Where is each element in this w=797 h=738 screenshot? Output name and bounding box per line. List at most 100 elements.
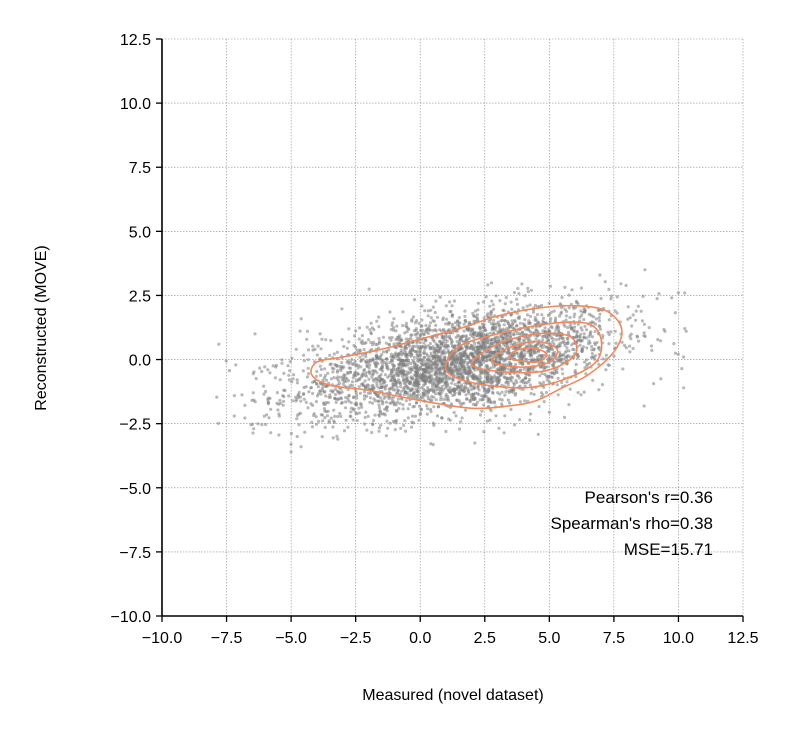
scatter-point bbox=[370, 348, 374, 352]
scatter-point bbox=[420, 368, 424, 372]
scatter-point bbox=[298, 411, 303, 415]
scatter-point bbox=[624, 283, 628, 288]
scatter-point bbox=[559, 310, 564, 314]
scatter-point bbox=[582, 317, 586, 322]
scatter-point bbox=[514, 345, 518, 350]
scatter-point bbox=[290, 380, 294, 384]
scatter-points bbox=[215, 268, 688, 454]
scatter-point bbox=[387, 336, 392, 340]
scatter-point bbox=[566, 330, 571, 334]
scatter-point bbox=[620, 340, 624, 344]
scatter-point bbox=[534, 328, 538, 332]
scatter-point bbox=[433, 328, 437, 332]
scatter-point bbox=[322, 402, 326, 406]
scatter-point bbox=[490, 380, 494, 384]
scatter-point bbox=[354, 329, 358, 333]
scatter-point bbox=[334, 397, 338, 401]
scatter-point bbox=[319, 392, 323, 396]
scatter-point bbox=[217, 342, 221, 346]
scatter-point bbox=[647, 326, 651, 330]
scatter-point bbox=[295, 378, 299, 382]
scatter-point bbox=[609, 330, 613, 334]
scatter-point bbox=[379, 366, 384, 370]
scatter-point bbox=[365, 362, 369, 366]
scatter-point bbox=[393, 356, 397, 360]
scatter-point bbox=[330, 366, 334, 370]
scatter-point bbox=[316, 392, 320, 396]
scatter-point bbox=[607, 342, 611, 346]
scatter-point bbox=[407, 337, 411, 341]
scatter-point bbox=[375, 381, 379, 385]
scatter-point bbox=[456, 368, 460, 372]
scatter-point bbox=[478, 379, 482, 383]
scatter-point bbox=[365, 325, 369, 329]
scatter-point bbox=[504, 295, 508, 300]
scatter-point bbox=[344, 400, 348, 404]
scatter-point bbox=[478, 398, 482, 402]
scatter-point bbox=[362, 369, 366, 373]
scatter-point bbox=[434, 392, 438, 396]
scatter-point bbox=[335, 434, 339, 438]
scatter-point bbox=[422, 332, 426, 336]
scatter-point bbox=[423, 346, 427, 350]
scatter-point bbox=[440, 389, 444, 393]
scatter-point bbox=[280, 358, 284, 362]
scatter-point bbox=[324, 394, 328, 398]
scatter-point bbox=[403, 331, 407, 335]
scatter-point bbox=[626, 305, 630, 309]
scatter-point bbox=[375, 371, 379, 375]
scatter-point bbox=[473, 397, 477, 401]
scatter-point bbox=[266, 400, 270, 404]
scatter-point bbox=[364, 355, 368, 359]
scatter-point bbox=[497, 426, 501, 430]
scatter-point bbox=[462, 329, 466, 333]
scatter-point bbox=[509, 407, 513, 412]
scatter-point bbox=[309, 402, 313, 406]
scatter-point bbox=[520, 379, 525, 383]
scatter-point bbox=[385, 409, 389, 413]
scatter-point bbox=[597, 345, 601, 349]
scatter-point bbox=[391, 385, 395, 389]
scatter-point bbox=[649, 344, 654, 348]
scatter-point bbox=[597, 362, 601, 366]
scatter-point bbox=[314, 415, 318, 419]
scatter-point bbox=[438, 295, 442, 299]
scatter-point bbox=[670, 296, 674, 300]
scatter-point bbox=[429, 442, 433, 446]
scatter-point bbox=[224, 359, 228, 363]
y-tick-label: 12.5 bbox=[120, 32, 151, 49]
scatter-point bbox=[215, 395, 219, 399]
scatter-point bbox=[456, 372, 460, 376]
scatter-point bbox=[466, 387, 470, 391]
scatter-point bbox=[430, 394, 434, 399]
scatter-point bbox=[309, 386, 313, 390]
scatter-point bbox=[433, 369, 437, 374]
scatter-point bbox=[441, 316, 445, 320]
scatter-point bbox=[492, 318, 496, 323]
scatter-point bbox=[386, 375, 390, 379]
scatter-point bbox=[505, 341, 509, 345]
scatter-point bbox=[366, 383, 371, 387]
scatter-point bbox=[463, 314, 467, 318]
scatter-point bbox=[409, 395, 413, 399]
scatter-point bbox=[358, 391, 362, 395]
scatter-point bbox=[282, 371, 286, 375]
scatter-point bbox=[417, 367, 421, 371]
scatter-point bbox=[263, 365, 267, 369]
scatter-point bbox=[473, 330, 477, 334]
scatter-point bbox=[517, 376, 521, 380]
scatter-point bbox=[359, 359, 363, 363]
scatter-point bbox=[521, 322, 525, 326]
scatter-point bbox=[558, 354, 562, 358]
scatter-point bbox=[390, 358, 394, 362]
scatter-point bbox=[418, 413, 422, 417]
scatter-point bbox=[402, 393, 406, 397]
scatter-point bbox=[428, 380, 432, 384]
scatter-point bbox=[549, 336, 554, 340]
scatter-point bbox=[373, 413, 377, 417]
scatter-point bbox=[420, 386, 424, 390]
scatter-point bbox=[371, 418, 376, 423]
scatter-point bbox=[478, 327, 483, 331]
scatter-point bbox=[650, 348, 654, 352]
